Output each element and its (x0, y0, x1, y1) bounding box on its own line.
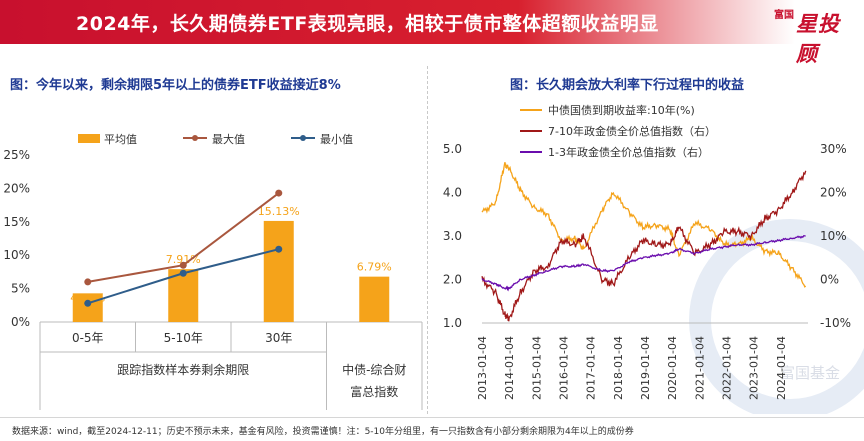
footer-divider (0, 417, 864, 418)
bar-data-label: 6.79% (357, 261, 392, 274)
logo-main-text: 星投顾 (796, 12, 840, 66)
y-tick-label: 20% (3, 181, 30, 195)
bar-data-label: 15.13% (258, 205, 300, 218)
left-y-tick-label: 4.0 (443, 186, 462, 200)
series-yield-10y (481, 162, 807, 288)
bar-average (359, 276, 390, 322)
line-maximum-point (179, 261, 187, 269)
header-banner: 2024年，长久期债券ETF表现亮眼，相较于债市整体超额收益明显 (0, 0, 864, 44)
bar-average (168, 269, 199, 322)
series-7-10y-policy-bank (481, 170, 807, 322)
right-y-tick-label: 10% (820, 229, 847, 243)
brand-logo: 富国 星投顾 (772, 6, 856, 66)
x-tick-label: 2019-01-04 (639, 336, 652, 400)
x-tick-label: 2023-01-04 (748, 336, 761, 400)
y-tick-label: 0% (11, 315, 30, 329)
bar-average (263, 220, 294, 322)
x-category-label: 5-10年 (164, 331, 203, 345)
right-y-tick-label: 0% (820, 273, 839, 287)
legend-label-series-7-10y-policy-bank: 7-10年政金债全价总值指数（右） (548, 124, 716, 138)
logo-small-text: 富国 (774, 10, 794, 21)
left-chart-title: 图：今年以来，剩余期限5年以上的债券ETF收益接近8% (10, 78, 341, 93)
right-chart-title: 图：长久期会放大利率下行过程中的收益 (510, 78, 745, 93)
legend-label-series-1-3y-policy-bank: 1-3年政金债全价总值指数（右） (548, 145, 709, 159)
x-tick-label: 2024-01-04 (775, 336, 788, 400)
x-tick-label: 2017-01-04 (585, 336, 598, 400)
y-tick-label: 15% (3, 215, 30, 229)
legend-label-series-yield-10y: 中债国债到期收益率:10年(%) (548, 103, 695, 117)
left-y-tick-label: 2.0 (443, 273, 462, 287)
watermark-circle (689, 219, 864, 414)
line-maximum-point (84, 278, 92, 286)
legend-label-maximum: 最大值 (212, 132, 245, 146)
y-tick-label: 10% (3, 248, 30, 262)
x-tick-label: 2021-01-04 (693, 336, 706, 400)
legend-label-minimum: 最小值 (320, 133, 353, 146)
series-1-3y-policy-bank (481, 234, 806, 292)
x-category-label: 富总指数 (350, 384, 398, 399)
legend-label-average: 平均值 (104, 133, 137, 146)
y-tick-label: 25% (3, 148, 30, 162)
line-maximum-point (275, 189, 283, 197)
x-category-label: 0-5年 (72, 331, 104, 345)
panel-divider (427, 66, 428, 414)
x-tick-label: 2013-01-04 (476, 336, 489, 400)
x-tick-label: 2022-01-04 (721, 336, 734, 400)
y-tick-label: 5% (11, 282, 30, 296)
bar-data-label: 7.91% (166, 253, 201, 266)
watermark-text: 富国基金 (780, 364, 840, 382)
right-y-tick-label: 20% (820, 186, 847, 200)
x-tick-label: 2020-01-04 (666, 336, 679, 400)
left-y-tick-label: 5.0 (443, 142, 462, 156)
right-y-tick-label: -10% (820, 316, 851, 330)
legend-swatch-average (78, 134, 100, 143)
x-category-label: 中债-综合财 (342, 362, 406, 377)
left-y-tick-label: 1.0 (443, 316, 462, 330)
x-tick-label: 2018-01-04 (612, 336, 625, 400)
line-minimum-point (84, 299, 92, 307)
legend-marker-minimum (300, 135, 306, 141)
left-bar-chart: 0%5%10%15%20%25%4.29%7.91%15.13%6.79%0-5… (3, 132, 423, 410)
x-tick-label: 2015-01-04 (530, 336, 543, 400)
right-y-tick-label: 30% (820, 142, 847, 156)
x-group-label: 跟踪指数样本券剩余期限 (117, 362, 249, 377)
footer-note: 数据来源：wind，截至2024-12-11；历史不预示未来，基金有风险，投资需… (12, 427, 634, 437)
right-line-chart: 富国基金 1.0 2.0 3.0 4.0 5.0 -10% 0% 10% 20% 30% 2013-0… (443, 103, 864, 414)
line-minimum-point (179, 269, 187, 277)
x-tick-label: 2014-01-04 (503, 336, 516, 400)
left-y-tick-label: 3.0 (443, 229, 462, 243)
legend-marker-maximum (192, 135, 198, 141)
line-minimum-point (275, 245, 283, 253)
bar-average (72, 293, 103, 322)
x-tick-label: 2016-01-04 (558, 336, 571, 400)
x-category-label: 30年 (265, 331, 292, 345)
page-title: 2024年，长久期债券ETF表现亮眼，相较于债市整体超额收益明显 (76, 13, 659, 35)
